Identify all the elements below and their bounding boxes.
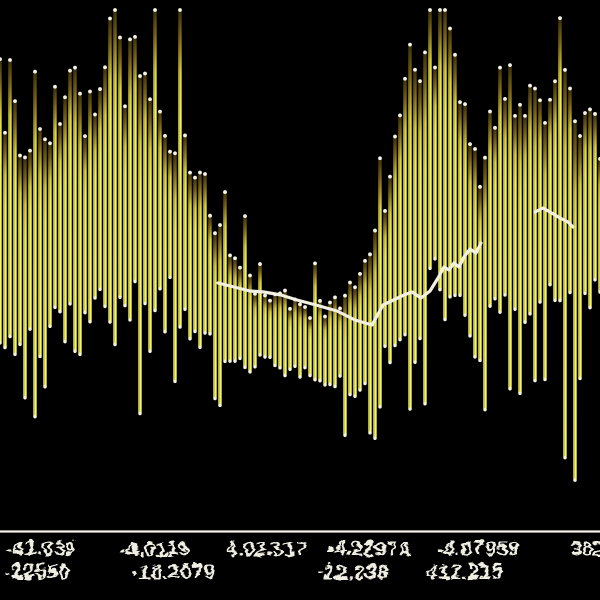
svg-text:-12.238: -12.238 (315, 559, 387, 582)
svg-text:-12550: -12550 (2, 559, 67, 582)
svg-text:-4.0119: -4.0119 (118, 536, 188, 559)
svg-text:-4.07959: -4.07959 (435, 536, 518, 559)
svg-text:-41.039: -41.039 (4, 536, 75, 559)
svg-text:-18.2079: -18.2079 (130, 559, 213, 582)
svg-text:412.215: 412.215 (425, 559, 501, 582)
svg-text:-4.2297A: -4.2297A (325, 536, 411, 559)
svg-text:3829: 3829 (568, 536, 600, 559)
svg-text:4.02.317: 4.02.317 (224, 536, 306, 559)
